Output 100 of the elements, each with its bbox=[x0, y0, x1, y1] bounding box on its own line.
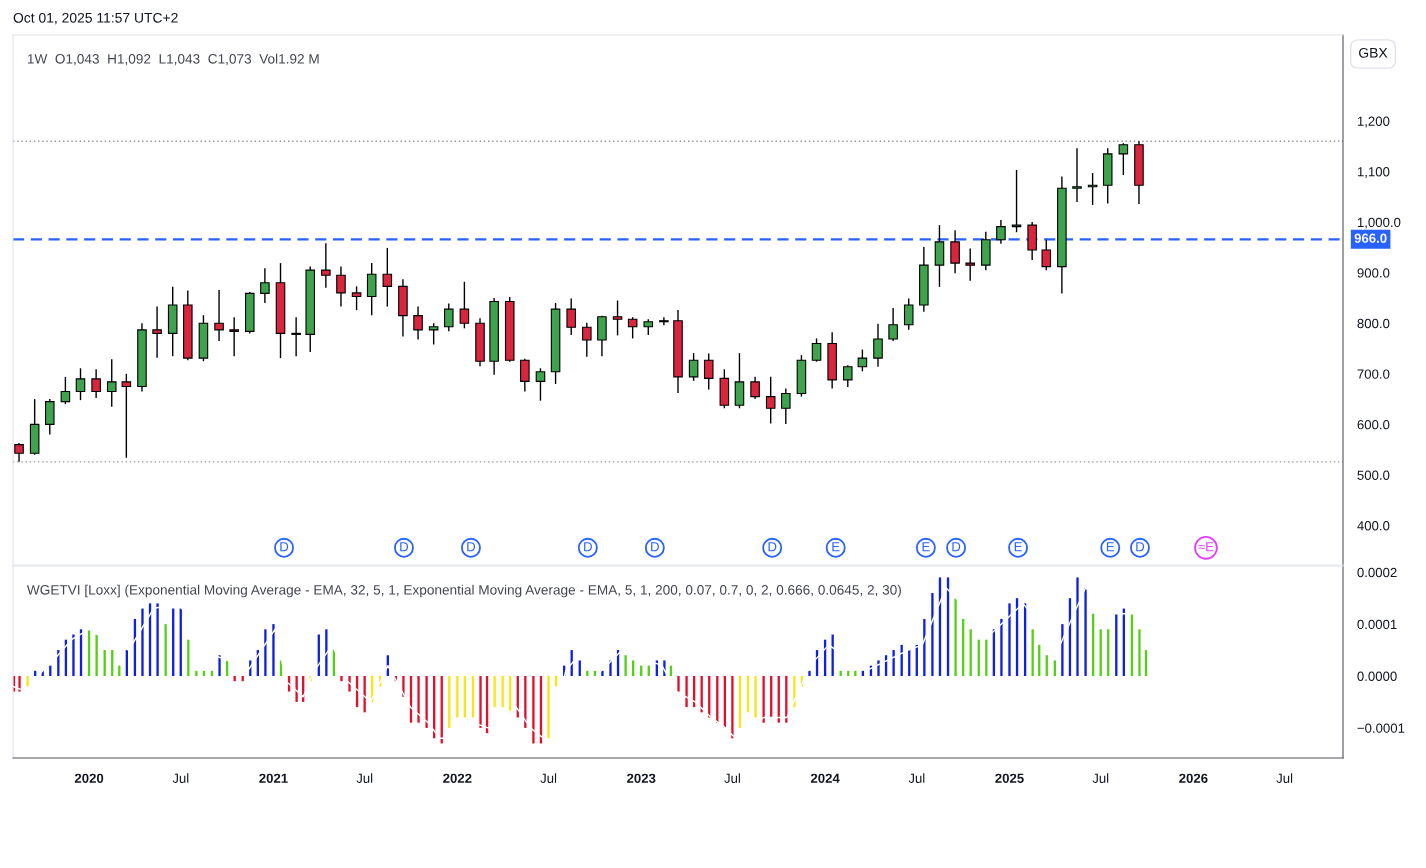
bar bbox=[479, 676, 482, 728]
bar bbox=[1138, 629, 1141, 677]
candlestick bbox=[336, 265, 346, 308]
x-tick-label: 2023 bbox=[627, 773, 656, 783]
y-tick-label: 700.0 bbox=[1357, 369, 1390, 379]
candlestick bbox=[688, 352, 699, 382]
bar bbox=[195, 670, 198, 677]
candlestick bbox=[260, 267, 270, 304]
x-tick-label: 2020 bbox=[74, 773, 104, 783]
bar bbox=[363, 676, 366, 713]
candlestick bbox=[811, 337, 822, 363]
bar bbox=[425, 676, 428, 728]
y-tick-label: 500.0 bbox=[1357, 470, 1390, 480]
y-tick-label: 800.0 bbox=[1357, 318, 1390, 329]
bar bbox=[954, 598, 957, 677]
candlestick bbox=[75, 367, 86, 401]
bar bbox=[456, 676, 459, 718]
candlestick bbox=[582, 322, 592, 358]
candlestick bbox=[382, 247, 393, 308]
y-tick-label: −0.0001 bbox=[1357, 723, 1405, 733]
x-tick-label: Jul bbox=[1276, 773, 1293, 783]
candlestick bbox=[842, 364, 853, 388]
bar bbox=[808, 670, 811, 677]
bar bbox=[1008, 603, 1011, 677]
bar bbox=[1084, 587, 1087, 677]
text: 1W O1,043 H1,092 L1,043 C1,073 Vol1.92 M bbox=[27, 53, 319, 66]
y-tick-label: 1,200 bbox=[1357, 116, 1390, 128]
candlestick bbox=[781, 387, 791, 425]
candlestick bbox=[14, 442, 24, 463]
bar bbox=[340, 676, 343, 682]
bar bbox=[624, 655, 627, 677]
bar bbox=[156, 603, 159, 677]
candlestick bbox=[597, 314, 607, 357]
x-tick-label: 2026 bbox=[1179, 773, 1208, 783]
bar bbox=[272, 624, 275, 677]
x-tick-label: Jul bbox=[724, 773, 740, 783]
x-tick-label: Jul bbox=[1092, 773, 1109, 783]
candlestick bbox=[428, 322, 439, 346]
bar bbox=[677, 676, 680, 692]
annotation: D bbox=[400, 542, 409, 552]
text: WGETVI [Loxx] (Exponential Moving Average - EMA, 32, 5, 1, Exponential Moving Average - EMA, 5, 1, 200, 0.07, 0.7, 0, 2, 0.666, 0.0645, 2, 30) bbox=[26, 584, 901, 598]
bar bbox=[831, 634, 834, 677]
candlestick bbox=[91, 368, 101, 399]
candlestick bbox=[903, 297, 914, 331]
text: GBX bbox=[1359, 47, 1388, 58]
y-tick-label: 600.0 bbox=[1357, 419, 1390, 430]
candlestick bbox=[60, 376, 71, 405]
x-tick-label: Jul bbox=[356, 773, 373, 783]
bar bbox=[26, 676, 29, 687]
candlestick bbox=[351, 285, 362, 311]
candlestick bbox=[321, 242, 331, 289]
bar bbox=[325, 629, 328, 677]
y-tick-label: 1,000.0 bbox=[1357, 217, 1401, 229]
x-tick-label: Jul bbox=[172, 773, 189, 783]
candlestick bbox=[996, 219, 1006, 245]
candlestick bbox=[443, 302, 454, 333]
bar bbox=[218, 655, 221, 677]
candlestick bbox=[934, 224, 945, 288]
candlestick bbox=[612, 299, 623, 337]
bar bbox=[295, 676, 298, 702]
bar bbox=[601, 670, 604, 677]
candlestick bbox=[121, 373, 132, 459]
candlestick bbox=[734, 352, 745, 409]
y-tick-label: 900.0 bbox=[1357, 268, 1390, 278]
y-tick-label: 0.0002 bbox=[1357, 567, 1397, 578]
bar bbox=[532, 676, 535, 744]
bar bbox=[141, 608, 144, 677]
bar bbox=[417, 676, 420, 723]
x-tick-label: 2024 bbox=[810, 773, 840, 783]
bar bbox=[57, 650, 60, 677]
bar bbox=[164, 624, 167, 677]
candlestick bbox=[566, 297, 576, 336]
bar bbox=[95, 634, 98, 677]
bar bbox=[1000, 618, 1003, 677]
candlestick bbox=[703, 352, 714, 391]
x-tick-label: 2021 bbox=[259, 773, 288, 783]
candlestick bbox=[214, 289, 224, 342]
bar bbox=[1076, 577, 1079, 677]
bar bbox=[547, 676, 550, 739]
candlestick bbox=[1041, 239, 1052, 271]
candlestick bbox=[291, 316, 301, 357]
bar bbox=[731, 676, 734, 739]
candlestick bbox=[520, 357, 530, 393]
annotation: D bbox=[952, 542, 961, 552]
x-tick-label: Jul bbox=[540, 773, 557, 783]
bar bbox=[923, 618, 926, 677]
candlestick bbox=[535, 367, 546, 402]
ref-line-label: 966.0 bbox=[1354, 233, 1387, 243]
y-tick-label: 1,100 bbox=[1357, 167, 1390, 179]
candlestick bbox=[950, 229, 960, 274]
annotation: D bbox=[467, 542, 476, 552]
annotation: E bbox=[1106, 542, 1115, 552]
text: Oct 01, 2025 11:57 UTC+2 bbox=[13, 12, 178, 25]
bar bbox=[754, 676, 757, 718]
candlestick bbox=[627, 316, 638, 340]
candlestick bbox=[459, 281, 470, 330]
candlestick bbox=[1072, 147, 1082, 203]
bar bbox=[493, 676, 496, 708]
annotation: D bbox=[651, 542, 659, 552]
annotation: E bbox=[922, 542, 930, 552]
